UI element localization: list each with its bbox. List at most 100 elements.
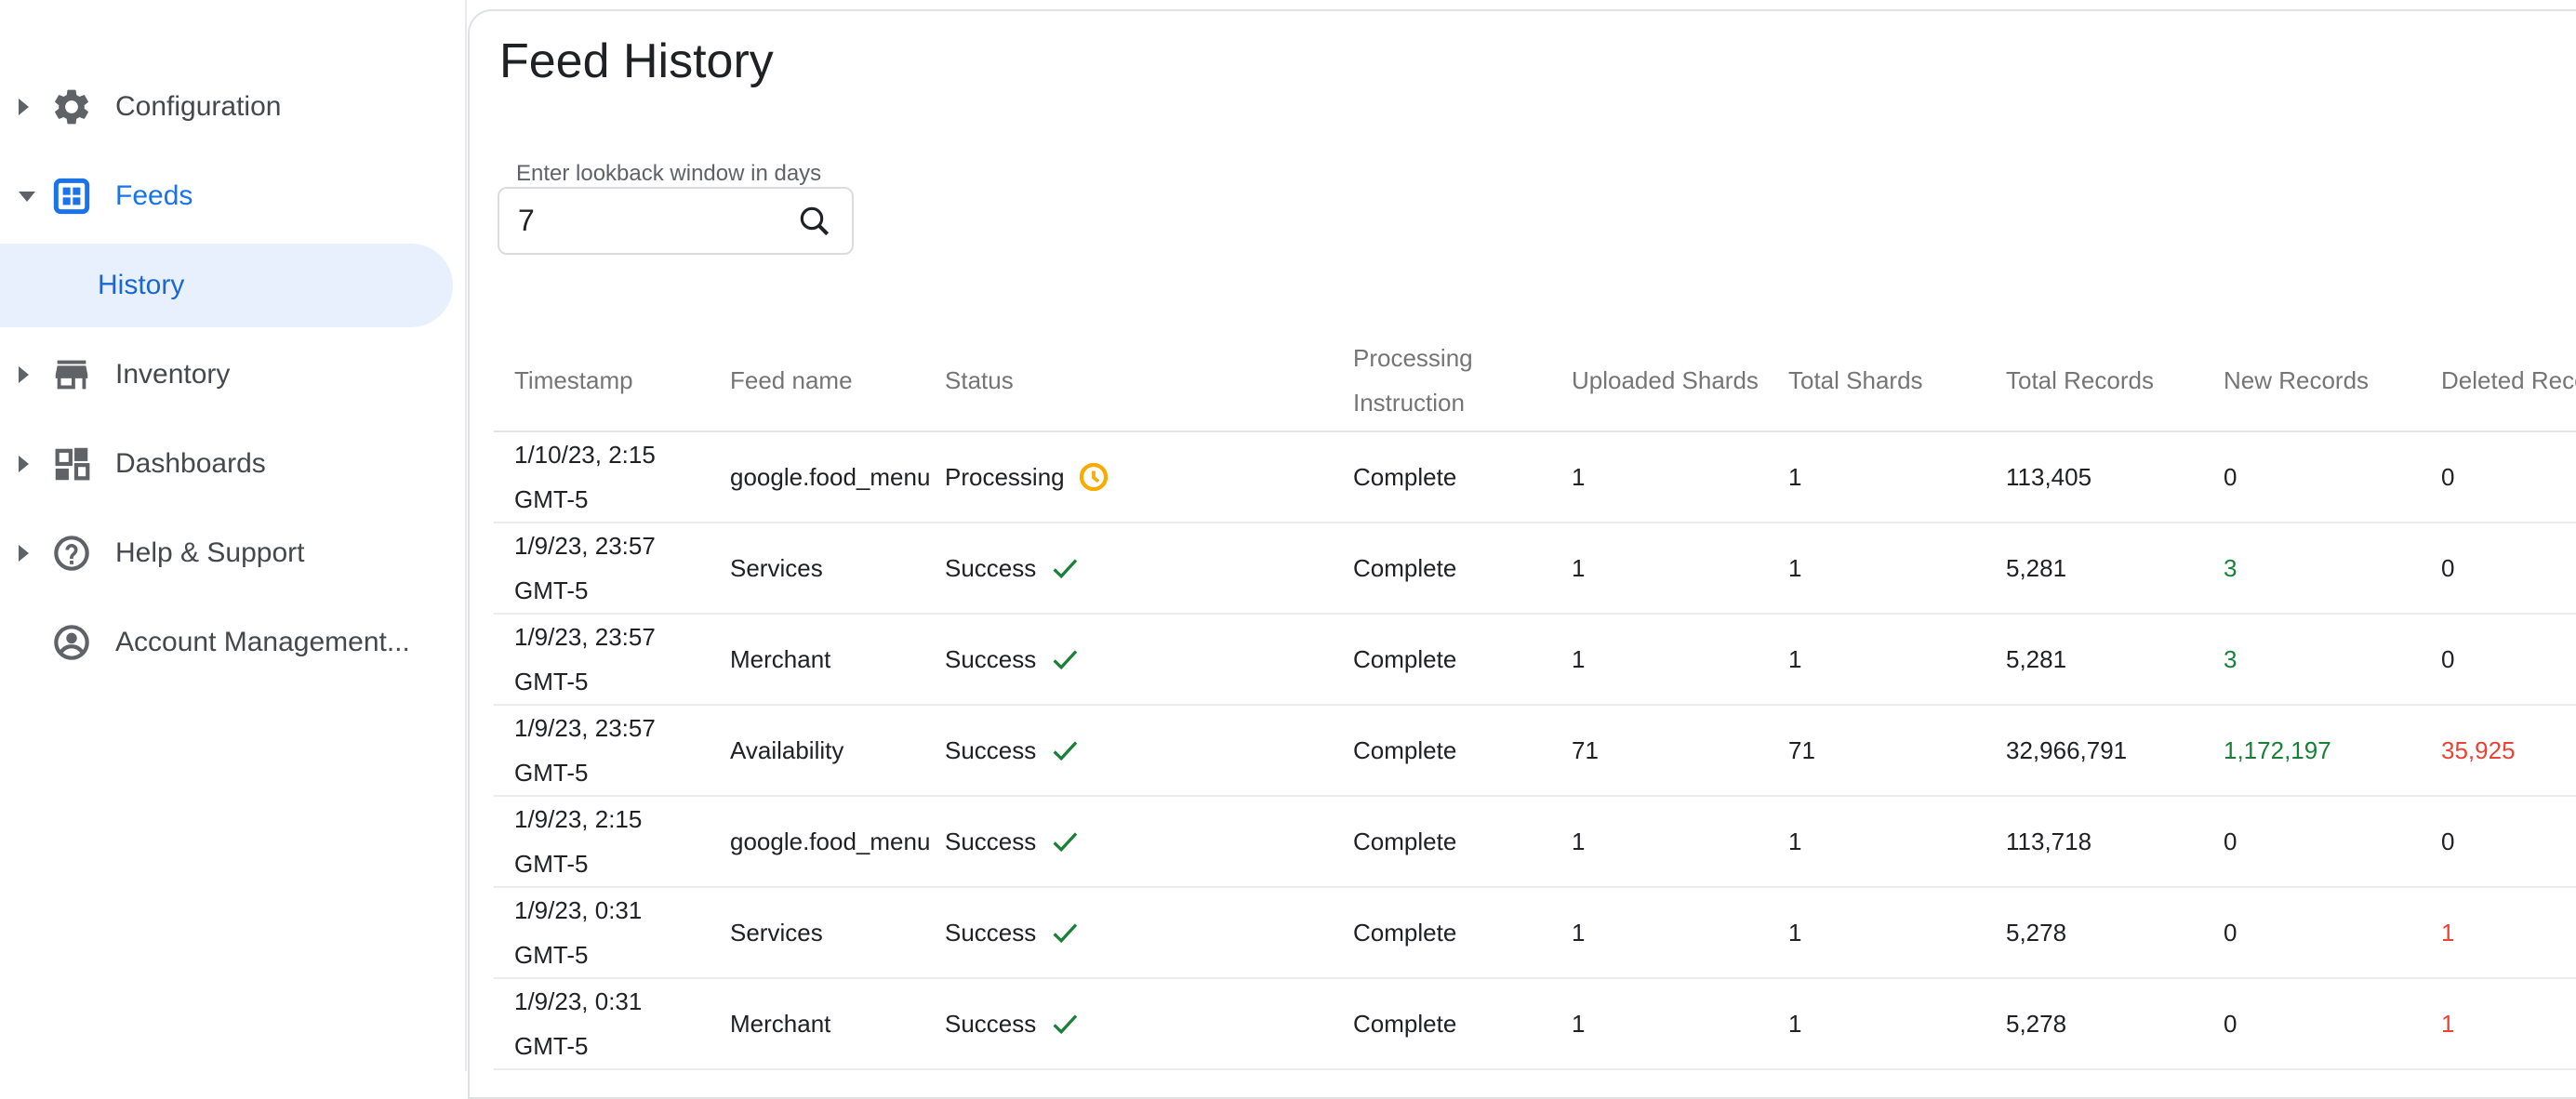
timestamp-cell: 1/9/23, 23:57 GMT-5 bbox=[514, 623, 656, 695]
status-cell: Success bbox=[924, 523, 1333, 613]
total-shards-cell: 71 bbox=[1788, 736, 1815, 764]
column-header-feed-name: Feed name bbox=[730, 366, 853, 394]
new-records-cell: 1,172,197 bbox=[2224, 736, 2331, 764]
feed-name-cell: Merchant bbox=[730, 645, 831, 673]
gear-icon bbox=[50, 86, 93, 128]
main-content: Feed History Enter lookback window in da… bbox=[468, 9, 2576, 1099]
table-row: 1/9/23, 23:57 GMT-5 Availability Success… bbox=[494, 706, 2576, 797]
sidebar-item-history[interactable]: History bbox=[0, 241, 465, 330]
success-check-icon bbox=[1053, 650, 1078, 670]
uploaded-shards-cell: 1 bbox=[1572, 463, 1586, 491]
total-records-cell: 5,281 bbox=[2006, 645, 2067, 673]
sidebar-item-feeds[interactable]: Feeds bbox=[0, 152, 465, 241]
feeds-grid-icon bbox=[50, 175, 93, 218]
sidebar-item-help-support[interactable]: Help & Support bbox=[0, 509, 465, 598]
column-header-timestamp: Timestamp bbox=[514, 366, 633, 394]
chevron-right-icon[interactable] bbox=[19, 99, 50, 115]
processing-instruction-cell: Complete bbox=[1353, 463, 1457, 491]
processing-clock-icon bbox=[1079, 462, 1108, 492]
search-button[interactable] bbox=[794, 201, 835, 242]
timestamp-cell: 1/9/23, 0:31 GMT-5 bbox=[514, 987, 643, 1060]
table-row: 1/9/23, 2:15 GMT-5 google.food_menu Succ… bbox=[494, 797, 2576, 888]
lookback-control: Enter lookback window in days bbox=[498, 161, 2576, 255]
timestamp-cell: 1/9/23, 23:57 GMT-5 bbox=[514, 532, 656, 604]
sidebar-item-account-management[interactable]: Account Management... bbox=[0, 598, 465, 687]
processing-instruction-cell: Complete bbox=[1353, 554, 1457, 582]
sidebar-item-label: History bbox=[98, 270, 185, 300]
dashboard-icon bbox=[50, 443, 93, 485]
sidebar-item-label: Inventory bbox=[115, 359, 231, 390]
status-cell: Success bbox=[924, 797, 1333, 886]
selected-item-highlight bbox=[0, 244, 453, 327]
table-row: 1/9/23, 23:57 GMT-5 Merchant Success Com… bbox=[494, 615, 2576, 706]
total-shards-cell: 1 bbox=[1788, 554, 1802, 582]
sidebar-item-inventory[interactable]: Inventory bbox=[0, 330, 465, 419]
table-header-row: Timestamp Feed name Status Processing In… bbox=[494, 330, 2576, 432]
success-check-icon bbox=[1053, 923, 1078, 944]
deleted-records-cell: 1 bbox=[2441, 919, 2455, 947]
total-records-cell: 113,405 bbox=[2006, 463, 2092, 491]
total-records-cell: 5,281 bbox=[2006, 554, 2067, 582]
feed-name-cell: Services bbox=[730, 554, 823, 582]
sidebar-item-label: Configuration bbox=[115, 91, 282, 122]
success-check-icon bbox=[1053, 832, 1078, 853]
uploaded-shards-cell: 1 bbox=[1572, 554, 1586, 582]
chevron-right-icon[interactable] bbox=[19, 456, 50, 472]
deleted-records-cell: 0 bbox=[2441, 554, 2455, 582]
sidebar-item-label: Dashboards bbox=[115, 448, 266, 479]
timestamp-cell: 1/9/23, 0:31 GMT-5 bbox=[514, 896, 643, 969]
sidebar-item-dashboards[interactable]: Dashboards bbox=[0, 419, 465, 509]
feed-name-cell: Merchant bbox=[730, 1010, 831, 1038]
timestamp-cell: 1/9/23, 2:15 GMT-5 bbox=[514, 805, 643, 878]
new-records-cell: 3 bbox=[2224, 554, 2237, 582]
total-shards-cell: 1 bbox=[1788, 919, 1802, 947]
total-shards-cell: 1 bbox=[1788, 463, 1802, 491]
search-icon bbox=[800, 206, 830, 235]
account-icon bbox=[50, 621, 93, 664]
status-cell: Success bbox=[924, 615, 1333, 704]
status-cell: Processing bbox=[924, 432, 1333, 522]
status-cell: Success bbox=[924, 706, 1333, 795]
sidebar-item-label: Account Management... bbox=[115, 627, 410, 657]
success-check-icon bbox=[1053, 741, 1078, 761]
processing-instruction-cell: Complete bbox=[1353, 919, 1457, 947]
total-records-cell: 113,718 bbox=[2006, 828, 2092, 855]
table-row: 1/10/23, 2:15 GMT-5 google.food_menu Pro… bbox=[494, 432, 2576, 523]
table-body: 1/10/23, 2:15 GMT-5 google.food_menu Pro… bbox=[494, 432, 2576, 1070]
feed-history-table: Timestamp Feed name Status Processing In… bbox=[494, 330, 2576, 1070]
processing-instruction-cell: Complete bbox=[1353, 828, 1457, 855]
table-row: 1/9/23, 23:57 GMT-5 Services Success Com… bbox=[494, 523, 2576, 615]
column-header-uploaded-shards: Uploaded Shards bbox=[1572, 366, 1759, 394]
deleted-records-cell: 35,925 bbox=[2441, 736, 2516, 764]
deleted-records-cell: 0 bbox=[2441, 828, 2455, 855]
deleted-records-cell: 0 bbox=[2441, 463, 2455, 491]
deleted-records-cell: 0 bbox=[2441, 645, 2455, 673]
feed-name-cell: Availability bbox=[730, 736, 844, 764]
processing-instruction-cell: Complete bbox=[1353, 736, 1457, 764]
total-shards-cell: 1 bbox=[1788, 828, 1802, 855]
storefront-icon bbox=[50, 353, 93, 396]
lookback-input[interactable] bbox=[518, 204, 794, 238]
total-records-cell: 5,278 bbox=[2006, 919, 2067, 947]
status-cell: Success bbox=[924, 979, 1333, 1068]
success-check-icon bbox=[1053, 559, 1078, 579]
column-header-new-records: New Records bbox=[2224, 366, 2370, 394]
table-row: 1/9/23, 0:31 GMT-5 Merchant Success Comp… bbox=[494, 979, 2576, 1070]
feed-name-cell: Services bbox=[730, 919, 823, 947]
deleted-records-cell: 1 bbox=[2441, 1010, 2455, 1038]
column-header-status: Status bbox=[945, 366, 1014, 394]
chevron-right-icon[interactable] bbox=[19, 366, 50, 383]
chevron-right-icon[interactable] bbox=[19, 545, 50, 562]
lookback-input-box bbox=[498, 187, 854, 255]
feed-name-cell: google.food_menu bbox=[730, 463, 931, 491]
column-header-deleted-records: Deleted Records bbox=[2441, 366, 2576, 394]
new-records-cell: 0 bbox=[2224, 828, 2237, 855]
total-records-cell: 32,966,791 bbox=[2006, 736, 2128, 764]
uploaded-shards-cell: 1 bbox=[1572, 919, 1586, 947]
sidebar-item-configuration[interactable]: Configuration bbox=[0, 62, 465, 152]
chevron-down-icon[interactable] bbox=[19, 191, 50, 202]
table-row: 1/9/23, 0:31 GMT-5 Services Success Comp… bbox=[494, 888, 2576, 979]
total-shards-cell: 1 bbox=[1788, 645, 1802, 673]
feed-name-cell: google.food_menu bbox=[730, 828, 931, 855]
sidebar-item-label: Feeds bbox=[115, 180, 193, 211]
